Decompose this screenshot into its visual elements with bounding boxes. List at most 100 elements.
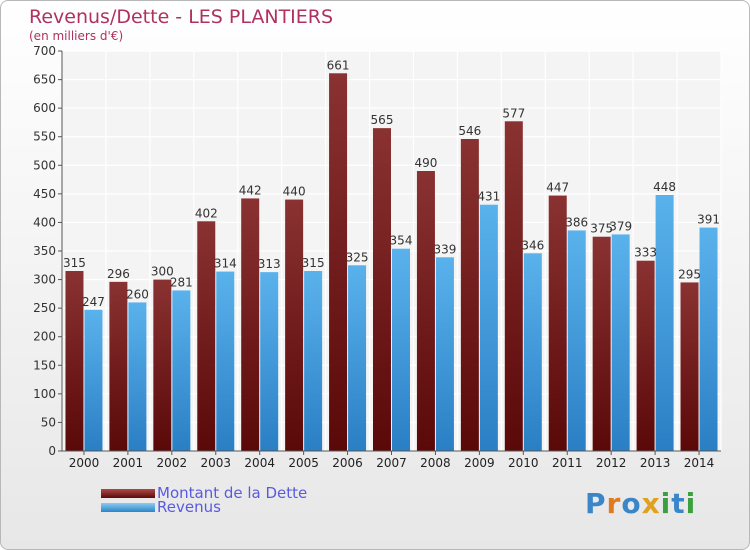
x-tick-label: 2014 (684, 456, 715, 470)
bar-layer (65, 73, 718, 452)
value-label-revenus: 260 (126, 287, 149, 301)
value-label-dette: 315 (63, 256, 86, 270)
bar-dette (197, 221, 216, 451)
bar-dette (592, 236, 611, 451)
x-tick-label: 2002 (157, 456, 188, 470)
bar-revenus (567, 230, 586, 451)
bar-revenus (128, 302, 147, 451)
y-tick-label: 150 (33, 358, 56, 372)
logo-letter: x (641, 487, 661, 520)
value-label-dette: 375 (590, 222, 613, 236)
logo-letter: P (585, 487, 607, 520)
bar-dette (153, 279, 172, 451)
value-label-revenus: 431 (477, 190, 500, 204)
x-tick-label: 2008 (420, 456, 451, 470)
bar-dette (548, 195, 567, 451)
bar-dette (109, 281, 128, 451)
value-label-revenus: 391 (697, 213, 720, 227)
chart-subtitle: (en milliers d'€) (29, 29, 124, 43)
value-label-dette: 447 (546, 181, 569, 195)
y-tick-label: 200 (33, 330, 56, 344)
bar-dette (285, 199, 304, 451)
x-tick-label: 2006 (332, 456, 363, 470)
legend-swatch-dette (101, 489, 155, 498)
y-tick-label: 100 (33, 387, 56, 401)
bar-revenus (172, 290, 191, 451)
bar-dette (241, 198, 260, 451)
bar-dette (373, 128, 391, 451)
logo-letter: r (606, 487, 622, 520)
bar-revenus (260, 272, 279, 451)
bar-revenus (435, 257, 454, 451)
value-label-revenus: 386 (565, 215, 588, 229)
y-tick-label: 50 (41, 415, 56, 429)
bar-revenus (348, 265, 367, 451)
value-label-dette: 333 (634, 246, 657, 260)
grid-layer (61, 50, 722, 452)
x-tick-label: 2007 (376, 456, 407, 470)
y-tick-label: 450 (33, 187, 56, 201)
value-label-dette: 565 (371, 113, 394, 127)
x-tick-label: 2005 (288, 456, 319, 470)
bar-dette (680, 282, 699, 451)
x-tick-label: 2010 (508, 456, 539, 470)
value-label-dette: 296 (107, 267, 130, 281)
legend-swatch-revenus (101, 503, 155, 512)
bar-revenus (84, 309, 103, 451)
value-label-revenus: 313 (258, 257, 281, 271)
bar-revenus (523, 253, 542, 451)
bar-revenus (216, 271, 235, 451)
value-label-revenus: 346 (521, 238, 544, 252)
value-label-dette: 577 (502, 106, 525, 120)
value-label-dette: 546 (458, 124, 481, 138)
axis-layer: 0 50 100 150 200 250 300 350 400 450 500 550 600 650 7… (33, 44, 721, 470)
value-label-dette: 402 (195, 206, 218, 220)
x-tick-label: 2004 (244, 456, 275, 470)
y-tick-label: 650 (33, 73, 56, 87)
x-tick-label: 2013 (640, 456, 671, 470)
bar-revenus (611, 234, 630, 451)
bar-dette (636, 260, 655, 451)
x-tick-label: 2000 (69, 456, 100, 470)
legend-label-dette: Montant de la Dette (157, 484, 308, 502)
value-label-revenus: 339 (433, 242, 456, 256)
y-tick-label: 0 (48, 444, 56, 458)
x-tick-label: 2001 (113, 456, 144, 470)
y-tick-label: 250 (33, 301, 56, 315)
y-tick-label: 400 (33, 215, 56, 229)
bar-revenus (304, 271, 323, 451)
logo-letter: o (621, 487, 642, 520)
bar-dette (416, 171, 435, 451)
y-tick-label: 350 (33, 244, 56, 258)
value-label-dette: 295 (678, 267, 701, 281)
legend-label-revenus: Revenus (157, 498, 221, 516)
x-tick-label: 2009 (464, 456, 495, 470)
value-label-dette: 442 (239, 183, 262, 197)
value-label-revenus: 448 (653, 180, 676, 194)
x-tick-label: 2011 (552, 456, 583, 470)
proxiti-logo: Proxiti (585, 487, 696, 520)
x-tick-label: 2003 (200, 456, 231, 470)
value-label-revenus: 325 (346, 250, 369, 264)
y-tick-label: 300 (33, 273, 56, 287)
value-label-revenus: 314 (214, 257, 237, 271)
logo-letter: i (660, 487, 672, 520)
value-label-revenus: 354 (390, 234, 413, 248)
y-tick-label: 600 (33, 101, 56, 115)
bar-revenus (699, 227, 718, 451)
logo-letter: t (671, 487, 686, 520)
x-tick-label: 2012 (596, 456, 627, 470)
y-tick-label: 500 (33, 158, 56, 172)
value-label-revenus: 379 (609, 219, 632, 233)
bar-dette (504, 121, 523, 452)
y-tick-label: 550 (33, 130, 56, 144)
bar-revenus (392, 248, 410, 451)
value-label-revenus: 247 (82, 295, 105, 309)
bar-revenus (655, 195, 674, 451)
logo-letter: i (685, 487, 697, 520)
value-label-revenus: 315 (302, 256, 325, 270)
value-label-dette: 300 (151, 265, 174, 279)
